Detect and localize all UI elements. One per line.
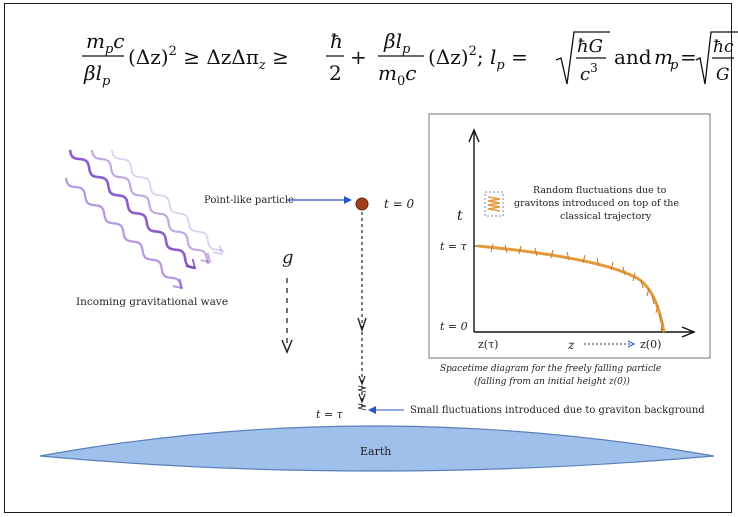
small-fluctuations-label: Small fluctuations introduced due to gra…	[410, 405, 705, 416]
inset-z-label: z	[567, 338, 575, 352]
wave-arrowhead	[212, 244, 224, 256]
t0-label: t = 0	[384, 197, 415, 211]
svg-text:p: p	[670, 58, 679, 73]
fluctuation-tick	[504, 244, 508, 254]
svg-text:βlp: βlp	[383, 29, 411, 57]
inset-t-axis-label: t	[457, 208, 463, 224]
svg-text:βlp: βlp	[83, 61, 111, 89]
svg-text:m: m	[654, 45, 673, 69]
svg-text:(Δz)2 ≥ ΔzΔπz ≥: (Δz)2 ≥ ΔzΔπz ≥	[128, 44, 289, 73]
legend-line-3: classical trajectory	[560, 211, 652, 222]
svg-text:+: +	[350, 45, 367, 69]
wave-arrowhead	[200, 252, 212, 264]
svg-text:2: 2	[329, 61, 342, 85]
svg-text:(Δz)2; lp =: (Δz)2; lp =	[428, 44, 528, 73]
legend-line-1: Random fluctuations due to	[533, 185, 667, 196]
fluctuation-tick	[655, 304, 659, 314]
fluctuation-tick	[622, 266, 626, 276]
formula: mpc βlp (Δz)2 ≥ ΔzΔπz ≥ ħ 2 + βlp m0c (Δ…	[82, 29, 738, 89]
earth-shape	[39, 425, 715, 472]
svg-text:m0c: m0c	[378, 61, 416, 89]
fluctuation-tick	[646, 287, 650, 297]
fluctuation-tick	[534, 247, 538, 257]
incoming-wave-label: Incoming gravitational wave	[76, 296, 228, 308]
wave-line	[68, 149, 196, 270]
legend-fluctuation-icon	[487, 196, 501, 212]
svg-text:=: =	[680, 45, 697, 69]
fluctuation-tick	[658, 313, 662, 323]
gravity-g-label: g	[282, 247, 294, 268]
fluctuation-tick	[632, 272, 636, 282]
fluctuation-tick	[490, 243, 494, 253]
wave-line	[90, 149, 210, 265]
fluctuation-tick	[640, 279, 644, 289]
inset-tick-t-0: t = 0	[440, 320, 468, 333]
svg-text:c3: c3	[580, 61, 598, 85]
inset-x-tick-left: z(τ)	[478, 338, 498, 351]
inset-tick-t-tau: t = τ	[440, 240, 468, 253]
point-particle-label: Point-like particle	[204, 195, 294, 206]
wave-line	[111, 149, 225, 253]
legend-line-2: gravitons introduced on top of the	[514, 198, 679, 209]
svg-text:ħc: ħc	[713, 37, 734, 57]
wave-arrowhead	[185, 258, 197, 270]
fluctuation-tick	[610, 261, 614, 271]
wave-line	[64, 177, 183, 289]
inset-caption-line-1: Spacetime diagram for the freely falling…	[440, 364, 661, 374]
inset-x-tick-right: z(0)	[640, 338, 661, 351]
fluctuation-tick	[550, 249, 554, 259]
fluctuation-tick	[518, 245, 522, 255]
fluctuation-ticks	[490, 243, 664, 331]
particle-dot	[355, 197, 369, 211]
inset-caption-line-2: (falling from an initial height z(0))	[474, 376, 630, 387]
legend-box	[484, 191, 504, 217]
svg-text:and: and	[614, 45, 652, 69]
t-tau-label: t = τ	[316, 408, 344, 421]
svg-text:mpc: mpc	[86, 29, 125, 57]
fluctuation-tick	[582, 254, 586, 264]
wave-arrowhead	[172, 278, 184, 290]
fluctuation-tick	[660, 321, 664, 331]
gravitational-wave-icon	[64, 149, 225, 290]
inset-panel	[428, 113, 711, 359]
earth-label: Earth	[360, 445, 391, 458]
svg-text:G: G	[716, 65, 730, 85]
svg-text:ħ: ħ	[330, 29, 343, 53]
fluctuation-tick	[566, 251, 570, 261]
classical-trajectory	[477, 244, 666, 333]
fluctuation-tick	[651, 295, 655, 305]
svg-text:ħG: ħG	[577, 36, 603, 57]
formula-tail: ħc G	[712, 37, 734, 85]
fluctuation-tick	[596, 257, 600, 267]
